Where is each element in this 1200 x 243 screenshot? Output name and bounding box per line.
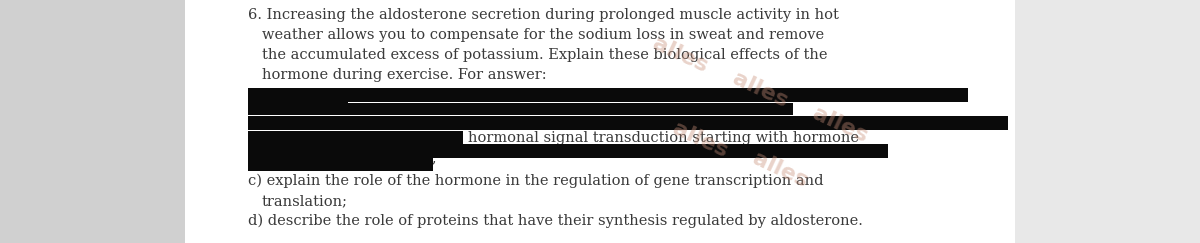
Text: alles: alles: [809, 104, 871, 147]
Bar: [248, 158, 433, 171]
Text: n with the receptor,: n with the receptor,: [290, 152, 437, 166]
Bar: [1015, 0, 1200, 243]
Text: hormone during exercise. For answer:: hormone during exercise. For answer:: [262, 68, 547, 82]
Text: weather allows you to compensate for the sodium loss in sweat and remove: weather allows you to compensate for the…: [262, 28, 824, 42]
Text: translation;: translation;: [262, 194, 348, 208]
Bar: [185, 0, 1015, 243]
Bar: [248, 94, 348, 104]
Text: alles: alles: [730, 69, 791, 112]
Bar: [248, 103, 793, 115]
Text: the accumulated excess of potassium. Explain these biological effects of the: the accumulated excess of potassium. Exp…: [262, 48, 828, 62]
Bar: [248, 144, 888, 158]
Text: alles: alles: [670, 119, 731, 161]
Text: c) explain the role of the hormone in the regulation of gene transcription and: c) explain the role of the hormone in th…: [248, 174, 823, 188]
Text: hormonal signal transduction starting with hormone: hormonal signal transduction starting wi…: [468, 131, 859, 145]
Bar: [248, 88, 968, 102]
Text: d) describe the role of proteins that have their synthesis regulated by aldoster: d) describe the role of proteins that ha…: [248, 214, 863, 228]
Text: alles: alles: [649, 34, 710, 77]
Bar: [248, 131, 463, 144]
Text: alles: alles: [749, 148, 811, 191]
Text: 6. Increasing the aldosterone secretion during prolonged muscle activity in hot: 6. Increasing the aldosterone secretion …: [248, 8, 839, 22]
Bar: [248, 116, 1008, 130]
